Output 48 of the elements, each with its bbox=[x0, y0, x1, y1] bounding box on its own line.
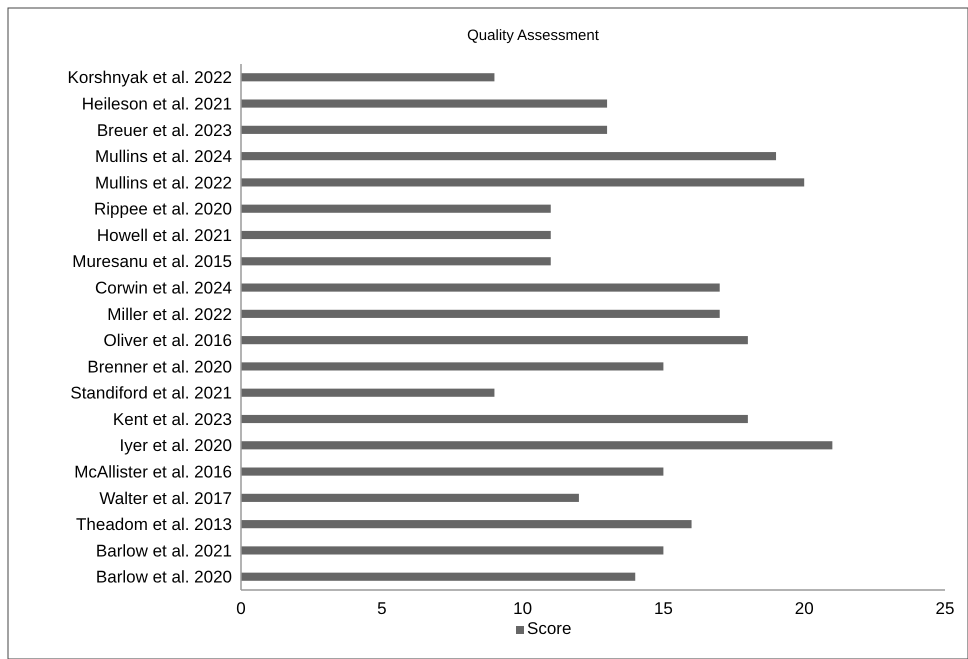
y-tick-label: Korshnyak et al. 2022 bbox=[68, 68, 232, 88]
chart-title: Quality Assessment bbox=[467, 27, 600, 44]
bar bbox=[241, 73, 494, 82]
y-tick-label: Breuer et al. 2023 bbox=[96, 120, 232, 140]
bar bbox=[241, 336, 748, 344]
y-tick-label: Mullins et al. 2022 bbox=[94, 173, 232, 192]
y-tick-label: Rippee et al. 2020 bbox=[94, 200, 232, 219]
y-tick-label: Heileson et al. 2021 bbox=[82, 94, 232, 114]
x-tick-label: 15 bbox=[654, 599, 673, 618]
y-tick-label: Standiford et al. 2021 bbox=[70, 384, 232, 403]
y-tick-label: Walter et al. 2017 bbox=[99, 488, 232, 508]
y-tick-label: Miller et al. 2022 bbox=[107, 304, 232, 324]
y-tick-label: Mullins et al. 2024 bbox=[94, 147, 232, 166]
bar bbox=[241, 204, 551, 213]
y-tick-label: Barlow et al. 2020 bbox=[96, 568, 232, 587]
x-tick-label: 10 bbox=[513, 599, 532, 618]
legend-label: Score bbox=[527, 619, 572, 638]
bar bbox=[241, 257, 551, 266]
bar bbox=[241, 546, 664, 555]
y-tick-label: Muresanu et al. 2015 bbox=[72, 252, 232, 272]
y-tick-label: Brenner et al. 2020 bbox=[87, 357, 232, 376]
bar bbox=[241, 520, 692, 528]
y-tick-label: Theadom et al. 2013 bbox=[76, 515, 232, 534]
y-tick-label: Iyer et al. 2020 bbox=[120, 436, 232, 456]
bar bbox=[241, 283, 720, 292]
x-tick-label: 20 bbox=[794, 599, 814, 618]
bar bbox=[241, 572, 636, 581]
y-tick-label: Howell et al. 2021 bbox=[96, 226, 232, 245]
bar bbox=[241, 414, 748, 424]
x-tick-label: 25 bbox=[936, 599, 954, 618]
y-tick-label: Corwin et al. 2024 bbox=[94, 278, 232, 298]
y-tick-label: Kent et al. 2023 bbox=[112, 410, 232, 429]
x-tick-label: 5 bbox=[377, 599, 387, 618]
bar bbox=[241, 230, 551, 240]
y-tick-label: Oliver et al. 2016 bbox=[103, 331, 232, 350]
bar bbox=[241, 126, 608, 134]
y-tick-label: McAllister et al. 2016 bbox=[74, 462, 232, 482]
bar bbox=[241, 388, 494, 397]
bar bbox=[241, 178, 804, 186]
bar bbox=[241, 494, 579, 502]
bar bbox=[241, 310, 720, 318]
bar bbox=[241, 441, 832, 450]
y-tick-label: Barlow et al. 2021 bbox=[96, 541, 232, 560]
x-tick-label: 0 bbox=[236, 599, 246, 618]
bar bbox=[241, 362, 664, 371]
bar bbox=[241, 152, 776, 160]
bar bbox=[241, 99, 608, 108]
bar bbox=[241, 468, 664, 476]
